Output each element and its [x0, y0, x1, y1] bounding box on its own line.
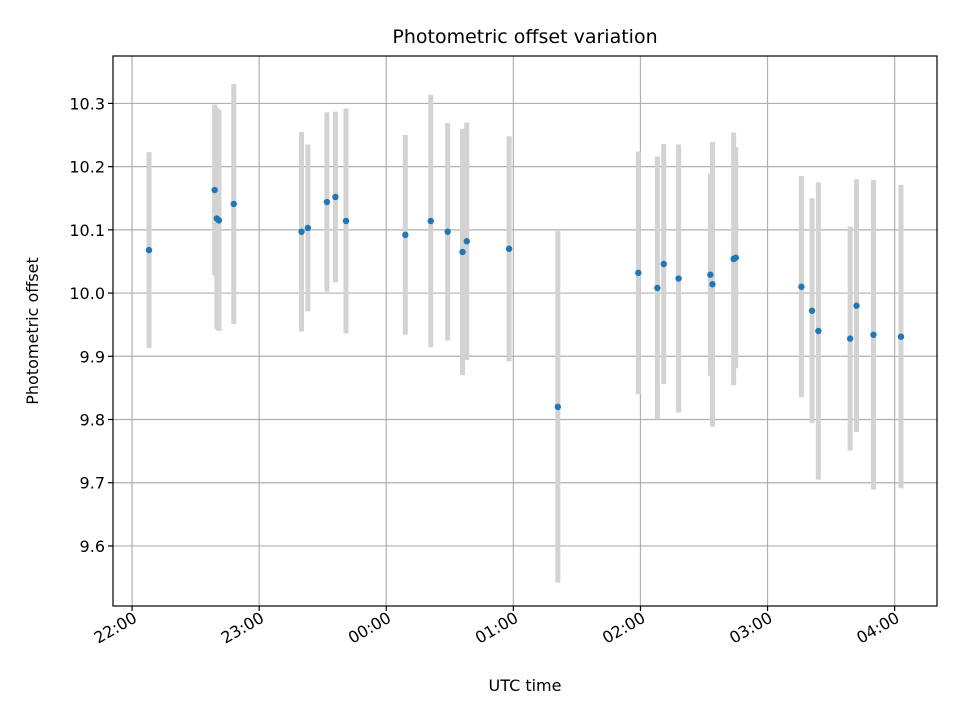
data-point [870, 331, 877, 338]
data-point [505, 245, 513, 253]
data-point [846, 335, 854, 342]
data-point [709, 281, 716, 288]
data-point [332, 193, 339, 201]
data-point [342, 217, 350, 225]
data-point [732, 254, 739, 261]
data-point [660, 260, 667, 268]
data-point [635, 269, 642, 277]
y-tick-label: 9.7 [80, 474, 105, 493]
y-tick-label: 10.3 [69, 94, 105, 113]
data-point [554, 403, 562, 411]
data-point [215, 217, 223, 224]
data-point [145, 246, 153, 254]
data-point [897, 333, 905, 340]
y-tick-label: 10.0 [69, 284, 105, 303]
data-point [427, 217, 434, 225]
chart-title: Photometric offset variation [392, 26, 657, 48]
y-tick-label: 9.8 [80, 411, 105, 430]
data-point [675, 275, 682, 282]
y-axis-ticks: 9.6 9.7 9.8 9.9 10.0 10.1 10.2 10.3 [69, 94, 113, 556]
data-point [707, 271, 714, 278]
data-point [463, 238, 470, 245]
data-point [304, 224, 312, 232]
y-tick-label: 9.6 [80, 537, 105, 556]
y-tick-label: 10.1 [69, 221, 105, 240]
y-axis-label: Photometric offset [23, 257, 42, 405]
data-point [211, 186, 218, 194]
y-tick-label: 9.9 [80, 347, 105, 366]
data-point [459, 248, 466, 256]
data-point [298, 228, 305, 235]
data-point [815, 327, 822, 335]
data-point [798, 283, 805, 290]
data-point [230, 200, 237, 208]
y-tick-label: 10.2 [69, 158, 105, 177]
data-point [444, 228, 451, 235]
data-point [402, 231, 409, 239]
data-point [323, 198, 331, 206]
data-points [145, 186, 905, 411]
data-point [808, 307, 816, 314]
data-point [853, 302, 860, 309]
plot-area-frame [112, 55, 938, 607]
x-axis-label: UTC time [489, 676, 562, 695]
data-point [654, 284, 661, 292]
